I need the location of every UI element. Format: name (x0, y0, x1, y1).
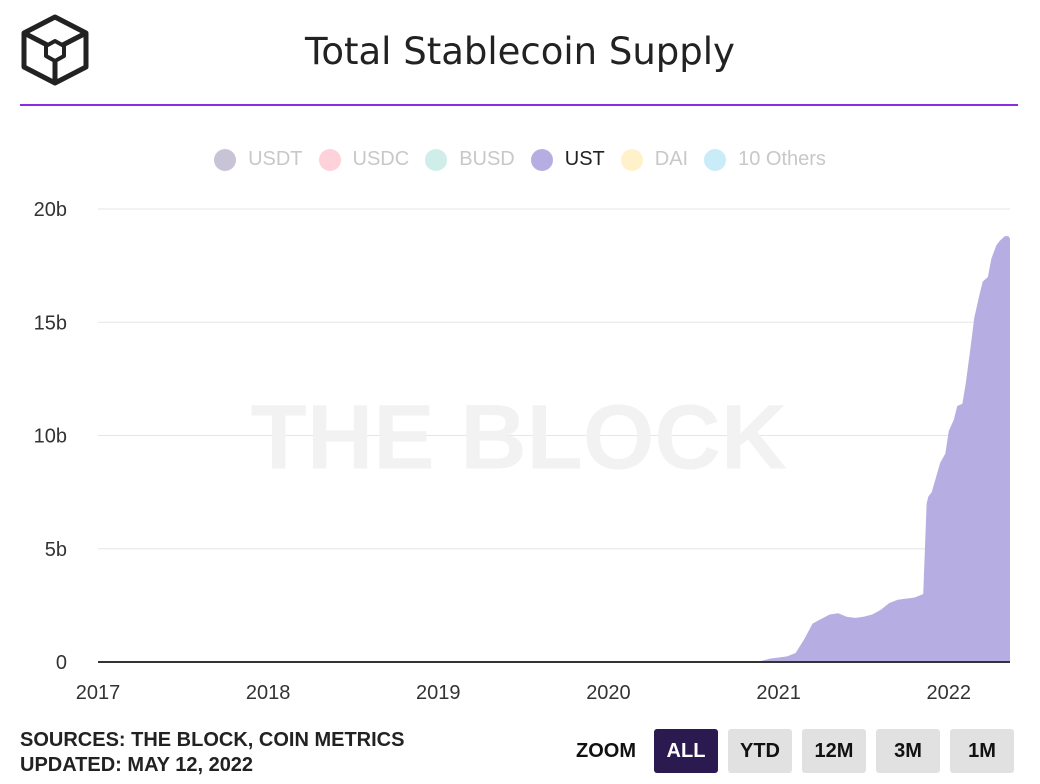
x-tick-label: 2017 (76, 682, 121, 704)
legend-item-ust[interactable]: UST (530, 148, 605, 171)
legend-dot-dai (620, 148, 643, 171)
legend-dot-usdt (214, 148, 237, 171)
zoom-controls: ZOOM ALL YTD 12M 3M 1M (576, 729, 1014, 773)
sources-text: SOURCES: THE BLOCK, COIN METRICS (20, 729, 405, 751)
x-tick-label: 2018 (246, 682, 291, 704)
legend-label-others: 10 Others (738, 148, 826, 170)
legend-item-usdc[interactable]: USDC (318, 148, 410, 171)
legend-item-others[interactable]: 10 Others (704, 148, 826, 171)
legend-dot-ust (530, 148, 553, 171)
zoom-label: ZOOM (576, 739, 636, 762)
y-tick-label: 10b (34, 426, 67, 448)
legend-dot-others (704, 148, 727, 171)
legend-dot-busd (425, 148, 448, 171)
legend-item-busd[interactable]: BUSD (425, 148, 515, 171)
series-group (98, 236, 1010, 663)
y-tick-label: 5b (45, 539, 67, 561)
legend-item-usdt[interactable]: USDT (214, 148, 303, 171)
chart-title: Total Stablecoin Supply (305, 30, 735, 73)
x-tick-label: 2021 (756, 682, 801, 704)
y-tick-label: 20b (34, 199, 67, 221)
zoom-all-button[interactable]: ALL (654, 729, 718, 773)
x-tick-label: 2019 (416, 682, 461, 704)
zoom-ytd-button[interactable]: YTD (728, 729, 792, 773)
title-divider (20, 104, 1018, 106)
updated-text: UPDATED: MAY 12, 2022 (20, 754, 254, 776)
legend-dot-usdc (318, 148, 341, 171)
x-tick-label: 2020 (586, 682, 631, 704)
legend-label-ust: UST (564, 148, 605, 170)
watermark: THE BLOCK (251, 387, 788, 489)
legend-label-dai: DAI (654, 148, 689, 170)
legend-label-busd: BUSD (459, 148, 515, 170)
zoom-12m-button[interactable]: 12M (802, 729, 866, 773)
sources-block: SOURCES: THE BLOCK, COIN METRICS UPDATED… (20, 728, 404, 778)
legend-label-usdc: USDC (352, 148, 410, 170)
chart-legend: USDT USDC BUSD UST DAI 10 Others (0, 148, 1040, 171)
y-tick-label: 15b (34, 312, 67, 334)
y-tick-label: 0 (56, 652, 67, 674)
y-axis-ticks: 0 5b 10b 15b 20b (34, 199, 67, 674)
legend-label-usdt: USDT (248, 148, 303, 170)
x-axis-ticks: 2017 2018 2019 2020 2021 2022 (76, 682, 971, 704)
x-tick-label: 2022 (926, 682, 971, 704)
zoom-1m-button[interactable]: 1M (950, 729, 1014, 773)
legend-item-dai[interactable]: DAI (620, 148, 689, 171)
zoom-3m-button[interactable]: 3M (876, 729, 940, 773)
series-area-ust (98, 236, 1010, 662)
the-block-logo (21, 14, 89, 86)
